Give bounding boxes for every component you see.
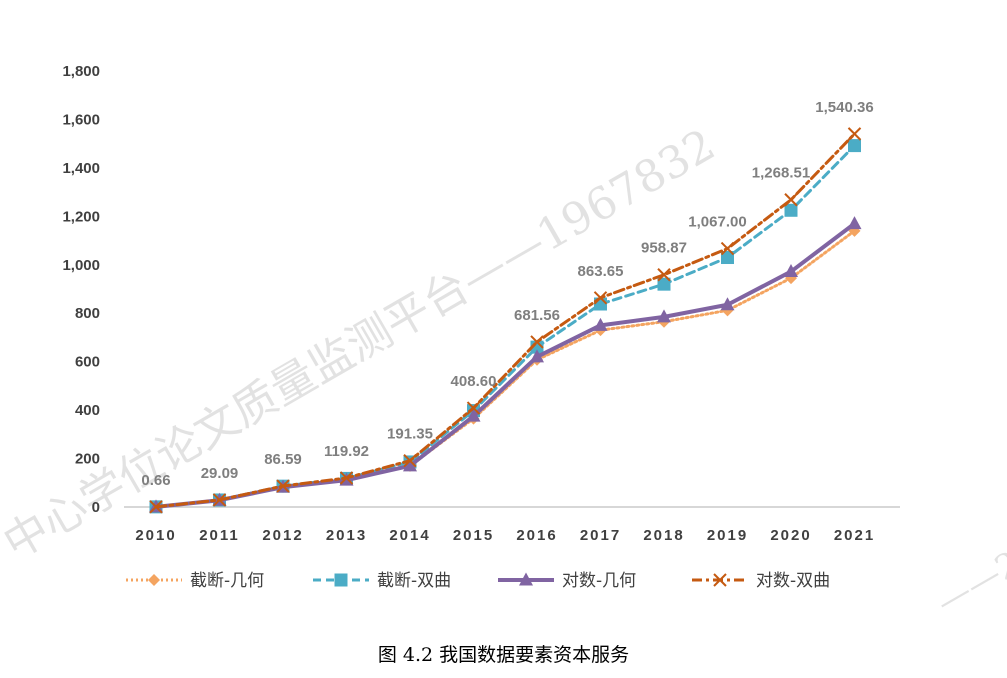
y-axis: 0 200 400 600 800 1,000 1,200 1,400 1,600 1,800	[62, 63, 100, 516]
data-label: 29.09	[201, 465, 239, 482]
x-tick-label: 2019	[707, 527, 748, 544]
data-label: 0.66	[141, 472, 170, 489]
legend-label: 截断-几何	[190, 571, 264, 591]
data-point	[466, 401, 481, 415]
data-label: 119.92	[324, 443, 369, 460]
data-point	[720, 241, 735, 256]
data-point	[847, 127, 862, 141]
data-point	[339, 471, 354, 485]
series-2	[149, 139, 861, 514]
data-point-stroke	[212, 493, 227, 507]
series-line	[154, 132, 856, 509]
x-tick-label: 2017	[580, 527, 621, 544]
y-tick-label: 200	[75, 451, 100, 468]
data-label: 86.59	[264, 451, 302, 468]
data-label: 681.56	[514, 307, 560, 324]
data-label: 1,540.36	[815, 99, 873, 116]
data-label: 958.87	[641, 240, 687, 257]
data-point	[784, 203, 798, 217]
data-point-stroke	[403, 453, 417, 468]
data-point	[593, 291, 608, 305]
x-tick-label: 2014	[389, 527, 430, 544]
x-tick-label: 2012	[262, 527, 303, 544]
legend-item: 截断-几何	[126, 571, 264, 591]
data-labels: 0.66 29.09 86.59 119.92 191.35 408.60 681.56 86…	[141, 99, 873, 489]
y-tick-label: 1,800	[62, 63, 100, 80]
data-label: 1,067.00	[688, 214, 746, 231]
y-tick-label: 1,000	[62, 257, 100, 274]
data-point	[530, 335, 544, 349]
x-tick-label: 2016	[516, 527, 557, 544]
legend-item: 对数-双曲	[692, 571, 830, 591]
y-tick-label: 600	[75, 354, 100, 371]
legend-label: 截断-双曲	[377, 571, 451, 591]
data-point	[848, 139, 861, 153]
data-label: 863.65	[578, 263, 624, 280]
x-tick-label: 2021	[834, 527, 875, 544]
x-tick-label: 2013	[326, 527, 367, 544]
data-point-stroke	[466, 401, 481, 415]
x-tick-label: 2010	[135, 527, 176, 544]
x-tick-label: 2015	[453, 527, 494, 544]
data-point-stroke	[276, 479, 290, 493]
data-point-stroke	[657, 268, 671, 282]
data-point	[784, 264, 798, 278]
watermark-text: ——2	[930, 543, 1007, 622]
y-tick-label: 0	[92, 499, 100, 516]
data-point	[149, 500, 163, 514]
series-4	[149, 127, 862, 514]
series-line	[154, 144, 856, 509]
plot-area	[149, 127, 862, 514]
x-tick-label: 2020	[770, 527, 811, 544]
figure-caption: 图 4.2 我国数据要素资本服务	[377, 644, 630, 666]
legend-marker	[713, 573, 727, 587]
y-tick-label: 1,600	[62, 111, 100, 128]
data-point	[657, 277, 671, 291]
data-point	[466, 408, 481, 422]
chart: 中心学位论文质量监测平台——1967832 ——2 0 200 400 600 800 1…	[0, 63, 1007, 623]
watermark-text: 中心学位论文质量监测平台——1967832	[0, 119, 724, 569]
data-point-stroke	[847, 127, 862, 141]
data-point-stroke	[720, 241, 735, 256]
data-point	[721, 251, 734, 265]
data-point	[784, 193, 798, 207]
y-tick-label: 800	[75, 305, 100, 322]
data-point	[276, 479, 290, 493]
data-label: 408.60	[451, 373, 497, 390]
watermark-layer: 中心学位论文质量监测平台——1967832 ——2	[0, 119, 1007, 622]
y-tick-label: 1,400	[62, 160, 100, 177]
data-point-stroke	[593, 291, 608, 305]
data-point	[403, 458, 417, 472]
data-point-stroke	[530, 335, 544, 349]
data-point-stroke	[784, 193, 798, 207]
legend-label: 对数-几何	[562, 571, 636, 591]
legend-marker	[519, 572, 533, 586]
data-point	[720, 297, 735, 311]
legend-item: 对数-几何	[498, 571, 636, 591]
legend-marker-stroke	[713, 573, 727, 587]
data-point-stroke	[339, 471, 354, 485]
data-point-stroke	[149, 500, 163, 514]
legend-marker	[334, 573, 348, 587]
data-point	[657, 268, 671, 282]
data-point	[403, 453, 417, 468]
legend: 截断-几何 截断-双曲 对数-几何 对数-双曲	[126, 571, 830, 591]
y-tick-label: 400	[75, 402, 100, 419]
x-axis-labels: 2010 2011 2012 2013 2014 2015 2016 2017 2018 2019…	[135, 527, 875, 544]
data-label: 1,268.51	[752, 165, 810, 182]
data-point	[212, 493, 227, 507]
data-point	[530, 349, 544, 363]
y-tick-label: 1,200	[62, 208, 100, 225]
legend-item: 截断-双曲	[313, 571, 451, 591]
data-point	[657, 309, 671, 323]
data-label: 191.35	[387, 426, 433, 443]
data-point	[593, 317, 608, 331]
legend-marker	[148, 574, 160, 586]
x-tick-label: 2018	[643, 527, 684, 544]
data-point	[847, 216, 862, 230]
legend-label: 对数-双曲	[756, 571, 830, 591]
x-tick-label: 2011	[199, 527, 240, 544]
